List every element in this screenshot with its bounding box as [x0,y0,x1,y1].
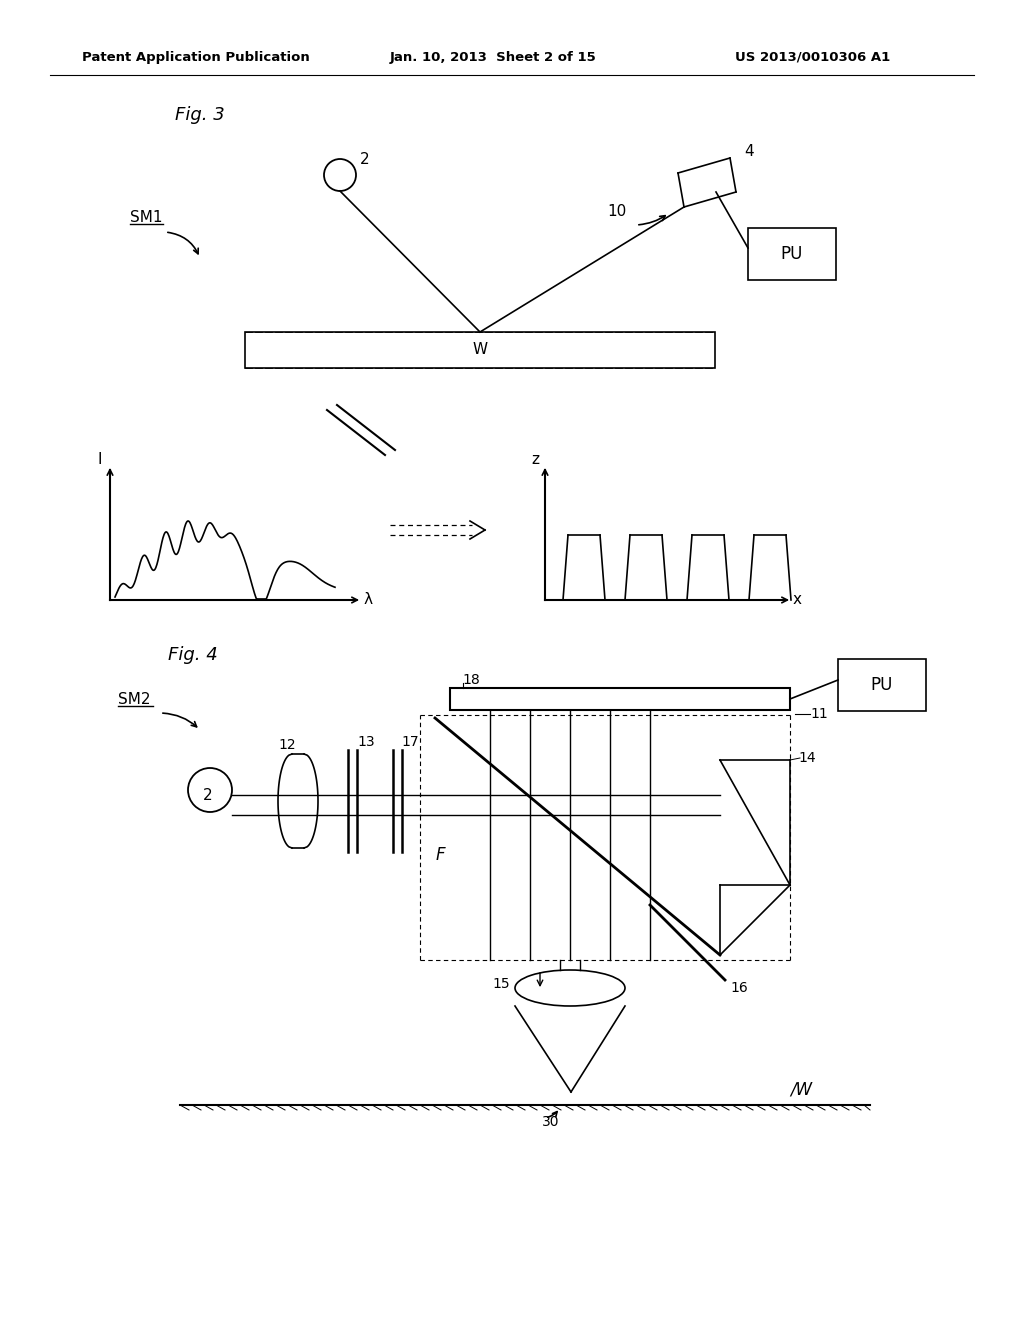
Text: 10: 10 [607,205,627,219]
Bar [450,688,790,710]
Text: US 2013/0010306 A1: US 2013/0010306 A1 [735,50,890,63]
FancyArrowPatch shape [639,215,666,224]
Ellipse shape [515,970,625,1006]
Text: PU: PU [781,246,803,263]
Text: Fig. 4: Fig. 4 [168,645,218,664]
Text: PU: PU [870,676,893,694]
Text: 18: 18 [462,673,480,686]
Text: 2: 2 [203,788,213,803]
FancyArrowPatch shape [168,232,199,253]
Text: I: I [97,453,102,467]
FancyArrowPatch shape [548,1111,557,1117]
Text: 30: 30 [542,1115,559,1129]
Text: 14: 14 [798,751,816,766]
Bar [245,333,715,368]
Text: SM2: SM2 [118,693,151,708]
Text: 11: 11 [810,708,827,721]
Text: λ: λ [364,593,373,607]
Text: 13: 13 [357,735,375,748]
Text: z: z [531,453,539,467]
Bar [748,228,836,280]
Circle shape [324,158,356,191]
FancyArrowPatch shape [163,713,197,727]
Text: Fig. 3: Fig. 3 [175,106,224,124]
Text: SM1: SM1 [130,210,163,226]
Text: Jan. 10, 2013  Sheet 2 of 15: Jan. 10, 2013 Sheet 2 of 15 [390,50,597,63]
Text: x: x [793,593,802,607]
Text: 12: 12 [279,738,296,752]
Text: 17: 17 [401,735,419,748]
Bar [838,659,926,711]
Text: 4: 4 [744,144,754,160]
Text: 2: 2 [360,153,370,168]
Circle shape [188,768,232,812]
Text: 15: 15 [493,977,510,991]
Text: W: W [472,342,487,358]
Text: 16: 16 [730,981,748,995]
Text: /W: /W [790,1081,812,1100]
Text: F: F [435,846,444,865]
Text: Patent Application Publication: Patent Application Publication [82,50,309,63]
